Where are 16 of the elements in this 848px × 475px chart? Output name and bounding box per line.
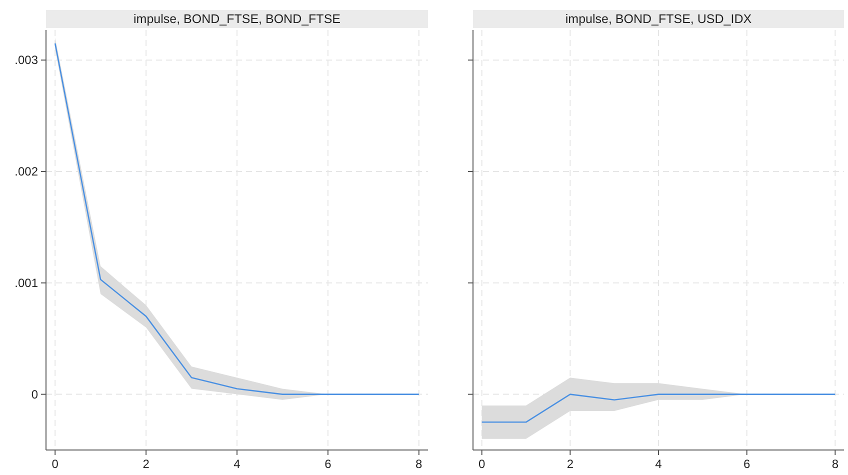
x-tick-label: 0 [52, 457, 59, 471]
y-tick-label: 0 [31, 387, 38, 402]
x-tick-label: 4 [655, 457, 662, 471]
x-tick-label: 2 [566, 457, 574, 471]
chart-title: impulse, BOND_FTSE, BOND_FTSE [134, 12, 340, 26]
x-tick-label: 6 [324, 457, 332, 471]
y-tick-label: .002 [14, 164, 38, 178]
x-tick-label: 2 [142, 457, 150, 471]
y-tick-label: .003 [14, 53, 38, 68]
x-tick-label: 8 [416, 457, 423, 471]
x-tick-label: 6 [743, 457, 750, 471]
x-tick-label: 0 [478, 457, 486, 471]
chart-title: impulse, BOND_FTSE, USD_IDX [565, 12, 752, 26]
x-tick-label: 4 [234, 457, 241, 471]
y-tick-label: .001 [14, 276, 38, 290]
x-tick-label: 8 [832, 457, 839, 471]
